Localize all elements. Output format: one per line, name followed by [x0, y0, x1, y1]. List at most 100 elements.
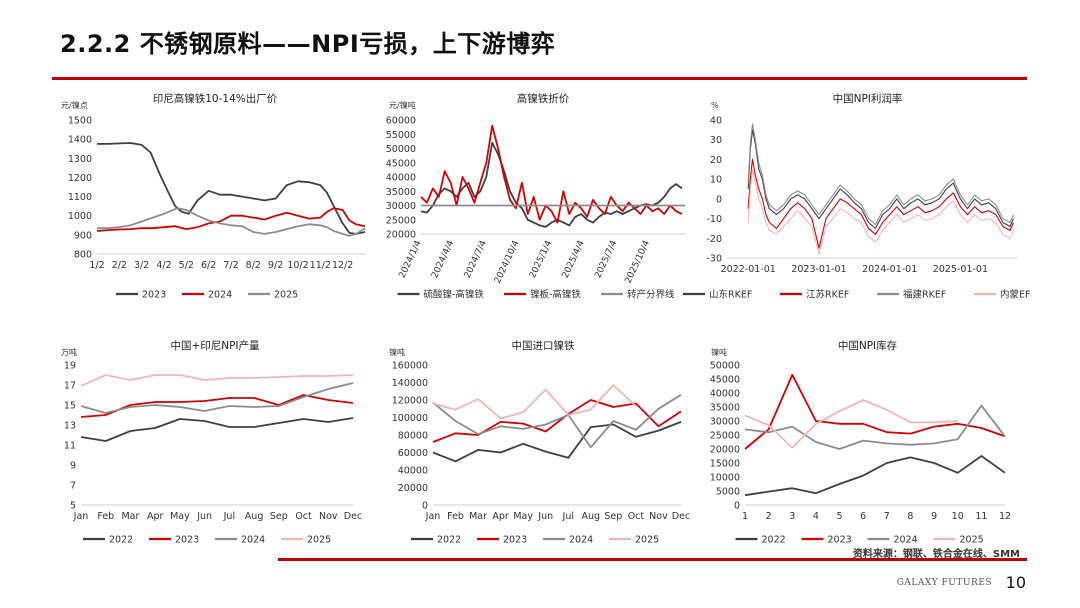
series-line-2024	[80, 382, 354, 414]
legend-label: 镍板-高镍铁	[530, 289, 581, 301]
y-tick-label: 60000	[386, 116, 416, 127]
y-tick-label: 50000	[710, 361, 740, 372]
legend-label: 2024	[894, 535, 918, 546]
y-tick-label: 20	[710, 155, 722, 166]
y-unit-label: 元/镍吨	[389, 100, 416, 110]
y-tick-label: 0	[734, 501, 740, 512]
chart-title: 中国NPI利润率	[833, 92, 903, 105]
series-line-2023	[432, 399, 682, 443]
x-tick-label: 2025-01-01	[933, 264, 988, 275]
x-tick-label: May	[170, 511, 190, 522]
x-tick-label: 9/2	[268, 260, 283, 271]
x-tick-label: Nov	[649, 511, 668, 522]
y-tick-label: 10000	[710, 473, 740, 484]
series-line-2023	[97, 142, 366, 235]
y-tick-label: 5000	[716, 487, 740, 498]
y-tick-label: 1400	[68, 135, 92, 146]
x-tick-label: 2024/7/4	[463, 239, 489, 280]
x-tick-label: 2023-01-01	[791, 264, 846, 275]
x-tick-label: Mar	[121, 511, 139, 522]
series-line-2025	[97, 207, 366, 237]
chart-title: 印尼高镍铁10-14%出厂价	[153, 92, 278, 105]
series-line-镍板-高镍铁	[420, 124, 683, 224]
legend-label: 山东RKEF	[709, 289, 752, 301]
x-tick-label: 2	[766, 511, 772, 522]
x-tick-label: Oct	[295, 511, 312, 522]
y-tick-label: 60000	[398, 448, 428, 459]
x-tick-label: 3	[789, 511, 795, 522]
x-tick-label: 7	[884, 511, 890, 522]
legend-label: 2023	[175, 535, 199, 546]
x-tick-label: 11	[975, 511, 987, 522]
x-tick-label: 6	[860, 511, 866, 522]
series-line-2023	[744, 373, 1006, 450]
x-tick-label: 12	[999, 511, 1011, 522]
y-tick-label: 13	[64, 421, 76, 432]
y-tick-label: 30	[710, 135, 722, 146]
footer-divider	[278, 558, 1027, 561]
y-tick-label: 1000	[68, 211, 92, 222]
x-tick-label: 2025/4/4	[561, 239, 587, 280]
y-tick-label: 35000	[710, 403, 740, 414]
legend-label: 转产分界线	[627, 289, 675, 301]
y-tick-label: 1500	[68, 116, 92, 127]
y-tick-label: 100000	[392, 413, 428, 424]
legend-label: 2024	[241, 535, 265, 546]
legend-label: 硫酸镍-高镍铁	[424, 289, 485, 301]
legend-label: 2023	[142, 290, 166, 301]
y-tick-label: 45000	[386, 158, 416, 169]
series-line-2024	[432, 394, 682, 449]
series-line-硫酸镍-高镍铁	[420, 141, 683, 228]
x-tick-label: 5	[837, 511, 843, 522]
series-line-2023	[80, 394, 354, 418]
y-tick-label: 19	[64, 361, 76, 372]
x-tick-label: 2024/4/4	[430, 239, 456, 280]
y-tick-label: 15000	[710, 459, 740, 470]
y-tick-label: 40	[710, 116, 722, 127]
legend-label: 2025	[307, 535, 331, 546]
x-tick-label: 12/2	[332, 260, 353, 271]
legend-label: 福建RKEF	[903, 289, 946, 301]
y-tick-label: 17	[64, 381, 76, 392]
y-tick-label: 140000	[392, 378, 428, 389]
page-title: 2.2.2 不锈钢原料——NPI亏损，上下游博弈	[60, 30, 556, 58]
y-tick-label: 20000	[398, 483, 428, 494]
y-unit-label: 镍吨	[711, 347, 727, 357]
x-tick-label: 11/2	[310, 260, 331, 271]
chart-title: 中国+印尼NPI产量	[170, 339, 260, 352]
x-tick-label: Sep	[604, 511, 622, 522]
x-tick-label: Apr	[147, 511, 164, 522]
y-unit-label: 镍吨	[389, 347, 405, 357]
x-tick-label: Apr	[492, 511, 509, 522]
y-tick-label: 45000	[710, 375, 740, 386]
legend-label: 2023	[503, 535, 527, 546]
y-tick-label: 9	[70, 461, 76, 472]
x-tick-label: Aug	[245, 511, 264, 522]
x-tick-label: 1	[742, 511, 748, 522]
x-tick-label: 8	[907, 511, 913, 522]
y-tick-label: 10	[710, 175, 722, 186]
legend-label: 2025	[635, 535, 659, 546]
chart-title: 高镍铁折价	[517, 92, 570, 105]
legend-label: 2024	[208, 290, 232, 301]
page-number: 10	[1005, 573, 1026, 592]
y-tick-label: 15	[64, 401, 76, 412]
y-tick-label: 1300	[68, 154, 92, 165]
legend-label: 2025	[960, 535, 984, 546]
series-line-2024	[744, 404, 1006, 450]
y-unit-label: %	[711, 101, 719, 110]
x-tick-label: 3/2	[134, 260, 149, 271]
y-tick-label: 35000	[386, 187, 416, 198]
legend-label: 2023	[828, 535, 852, 546]
x-tick-label: 2024/1/4	[398, 239, 424, 280]
y-tick-label: 120000	[392, 396, 428, 407]
y-tick-label: 40000	[710, 389, 740, 400]
x-tick-label: Jul	[562, 511, 574, 522]
x-tick-label: 6/2	[201, 260, 216, 271]
x-tick-label: Oct	[628, 511, 645, 522]
y-tick-label: 40000	[398, 466, 428, 477]
y-tick-label: -20	[706, 234, 722, 245]
title-divider	[52, 77, 1027, 80]
